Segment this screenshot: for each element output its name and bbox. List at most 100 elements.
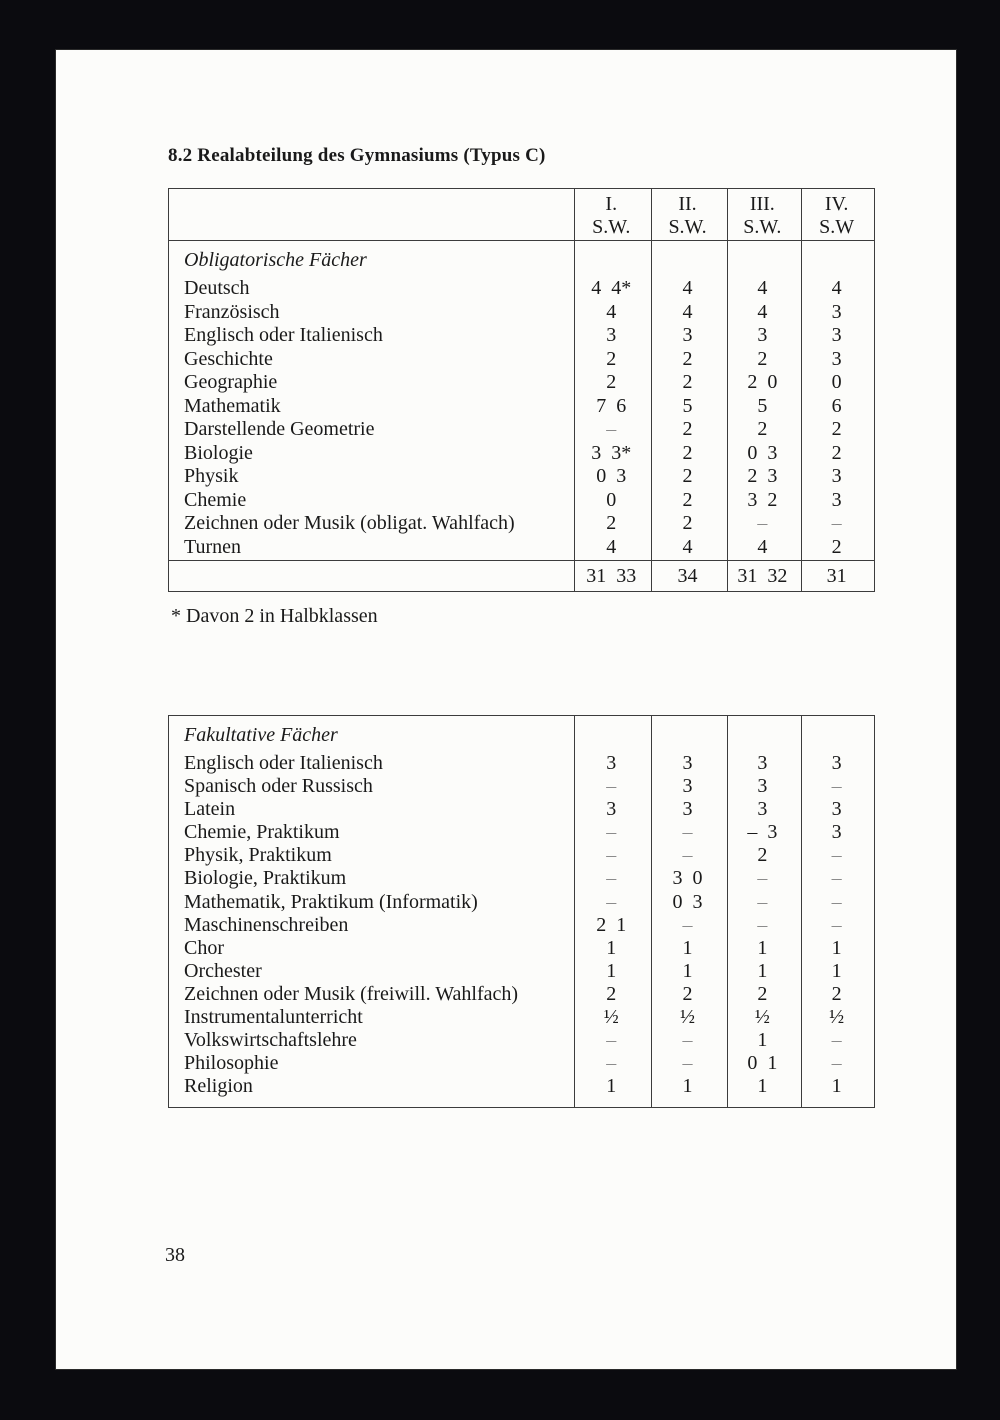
subject-label: Zeichnen oder Musik (obligat. Wahlfach) [184,512,515,534]
column-divider [574,716,575,1107]
page-number: 38 [165,1244,185,1266]
value-col-IV: 4 [831,277,842,299]
subject-label: Instrumentalunterricht [184,1006,363,1029]
totals-col-II: 34 [677,564,698,587]
value-col-III: 4 [757,300,768,323]
value-col-II: 3 [682,324,693,346]
subject-label: Geographie [184,371,278,393]
value-col-I: – [606,1029,617,1052]
header-col-numeral: II. [678,193,697,215]
value-col-I: – [606,867,617,890]
subject-label: Biologie, Praktikum [184,867,347,890]
value-col-III: – [757,512,768,534]
value-col-III: 3 [757,775,768,798]
value-col-IV: 2 [831,982,842,1005]
table-body: Englisch oder Italienisch 3 3 3 3 Spanis… [169,752,874,1098]
value-col-I: 0 [606,488,617,511]
section-title: 8.2 Realabteilung des Gymnasiums (Typus … [168,145,546,166]
section-heading-fakultativ: Fakultative Fächer [184,724,338,746]
value-col-I: 3 [606,752,617,774]
table-row: Orchester 1 1 1 1 [169,960,874,983]
value-col-II: 1 [682,936,693,959]
column-divider [801,716,802,1107]
value-col-I: 4 4* [591,277,632,299]
value-col-IV: 6 [831,394,842,417]
table-row: Englisch oder Italienisch 3 3 3 3 [169,752,874,775]
subject-label: Chemie, Praktikum [184,821,340,844]
subject-label: Latein [184,798,236,821]
value-col-II: – [682,913,693,936]
subject-label: Religion [184,1075,253,1098]
table-row: Philosophie – – 0 1 – [169,1052,874,1075]
table-header-row: I. S.W. II. S.W. III. S.W. IV. S.W [169,189,874,241]
header-col-I: I. S.W. [573,189,650,240]
value-col-III: 4 [757,277,768,299]
value-col-IV: 2 [831,418,842,440]
table-row: Zeichnen oder Musik (obligat. Wahlfach) … [169,512,874,536]
value-col-II: 2 [682,441,693,464]
column-divider [801,189,802,591]
header-col-sub: S.W. [592,216,631,238]
table-row: Physik, Praktikum – – 2 – [169,844,874,867]
value-col-I: 1 [606,936,617,959]
value-col-IV: – [831,867,842,890]
value-col-III: ½ [754,1006,770,1029]
value-col-III: 1 [757,1075,768,1098]
value-col-II: – [682,1052,693,1075]
table-row: Geschichte 2 2 2 3 [169,348,874,372]
table-row: Turnen 4 4 4 2 [169,536,874,560]
value-col-II: 3 [682,752,693,774]
value-col-I: 2 [606,371,617,393]
value-col-III: – [757,890,768,913]
table-row: Englisch oder Italienisch 3 3 3 3 [169,324,874,348]
value-col-I: 3 3* [591,441,632,464]
value-col-IV: – [831,913,842,936]
value-col-III: 2 [757,982,768,1005]
value-col-II: 1 [682,1075,693,1098]
table-row: Geographie 2 2 2 0 0 [169,371,874,395]
value-col-IV: 3 [831,300,842,323]
value-col-IV: 3 [831,347,842,370]
value-col-III: 3 [757,324,768,346]
value-col-II: 3 [682,775,693,798]
value-col-IV: – [831,775,842,798]
value-col-I: – [606,775,617,798]
document-page: 8.2 Realabteilung des Gymnasiums (Typus … [55,49,957,1370]
value-col-IV: 3 [831,488,842,511]
value-col-I: 2 [606,982,617,1005]
value-col-I: 0 3 [596,465,627,487]
value-col-II: 3 [682,798,693,821]
value-col-IV: – [831,890,842,913]
value-col-III: 0 3 [747,441,778,464]
value-col-I: – [606,844,617,867]
table-row: Biologie 3 3* 2 0 3 2 [169,442,874,466]
value-col-II: 2 [682,465,693,487]
value-col-I: 7 6 [596,394,627,417]
value-col-II: ½ [680,1006,696,1029]
value-col-I: – [606,890,617,913]
column-divider [727,716,728,1107]
subject-label: Volkswirtschaftslehre [184,1029,357,1052]
table-row: Religion 1 1 1 1 [169,1075,874,1098]
value-col-IV: – [831,512,842,534]
value-col-II: 2 [682,982,693,1005]
footnote: * Davon 2 in Halbklassen [171,605,378,627]
value-col-IV: 1 [831,959,842,982]
section-heading-obligatorisch: Obligatorische Fächer [184,249,367,271]
value-col-II: 1 [682,959,693,982]
table-row: Instrumentalunterricht ½ ½ ½ ½ [169,1006,874,1029]
totals-col-III: 31 32 [737,564,788,587]
header-col-numeral: IV. [824,193,849,215]
value-col-III: 5 [757,394,768,417]
value-col-II: 3 0 [672,867,703,890]
subject-label: Geschichte [184,347,273,370]
value-col-II: – [682,844,693,867]
header-col-numeral: III. [749,193,775,215]
value-col-III: 2 [757,418,768,440]
header-col-IV: IV. S.W [799,189,874,240]
value-col-III: 3 [757,752,768,774]
table-row: Latein 3 3 3 3 [169,798,874,821]
value-col-I: ½ [603,1006,619,1029]
value-col-III: 2 [757,347,768,370]
